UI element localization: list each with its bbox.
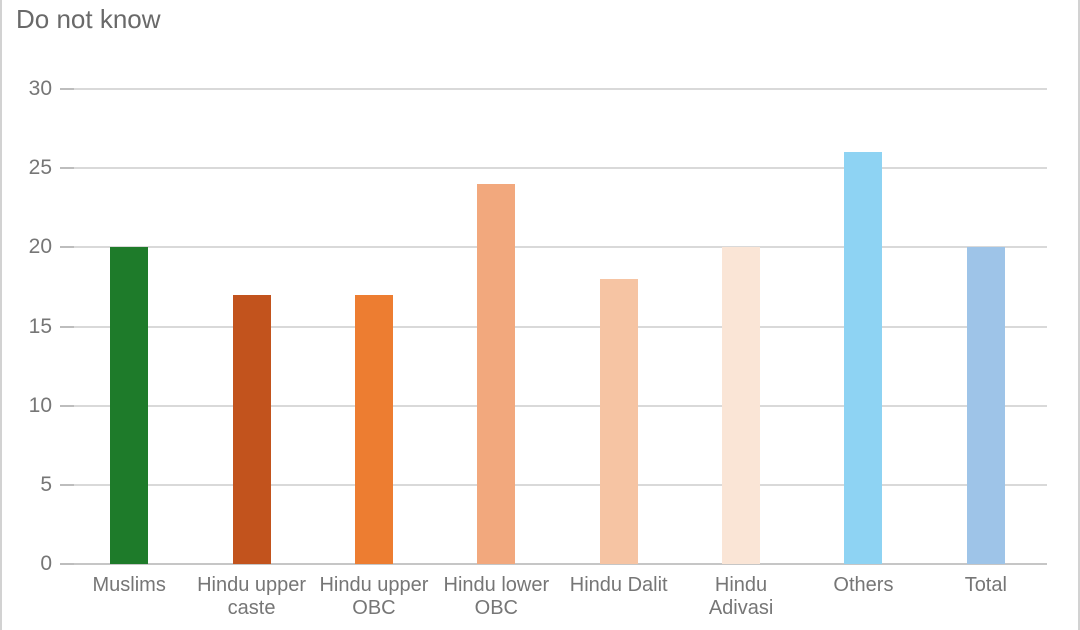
bar <box>354 294 393 564</box>
x-category-label: Hindu lower OBC <box>443 574 550 619</box>
gridline <box>68 246 1047 249</box>
bar <box>966 247 1005 564</box>
gridline <box>68 404 1047 407</box>
y-tick-label: 25 <box>28 156 52 180</box>
x-category-label: Muslims <box>92 574 166 596</box>
x-category-label: Hindu Adivasi <box>708 574 774 619</box>
y-tick-label: 15 <box>28 314 52 338</box>
gridline <box>68 88 1047 90</box>
x-axis-line <box>68 563 1047 565</box>
x-category-label: Others <box>833 574 894 596</box>
y-tick-label: 10 <box>28 393 52 417</box>
x-category-label: Hindu Dalit <box>569 574 668 596</box>
bar <box>844 152 883 564</box>
chart-title: Do not know <box>16 4 161 34</box>
bar <box>232 294 271 564</box>
bar <box>722 247 761 564</box>
y-tick-label: 5 <box>40 472 52 496</box>
bar <box>110 247 149 564</box>
y-tick-mark <box>60 325 74 328</box>
gridline <box>68 483 1047 486</box>
y-tick-label: 20 <box>28 235 52 259</box>
x-category-label: Total <box>964 574 1007 596</box>
y-tick-mark <box>60 246 74 249</box>
bar <box>599 279 638 564</box>
gridline <box>68 167 1047 170</box>
y-tick-label: 0 <box>40 552 52 575</box>
x-category-label: Hindu upper caste <box>197 574 307 619</box>
y-tick-mark <box>60 88 74 90</box>
y-tick-mark <box>60 563 74 565</box>
y-tick-label: 30 <box>28 77 52 100</box>
y-tick-mark <box>60 483 74 486</box>
gridline <box>68 325 1047 328</box>
x-category-label: Hindu upper OBC <box>319 574 429 619</box>
plot-area <box>60 88 1047 565</box>
y-tick-mark <box>60 404 74 407</box>
bar <box>477 184 516 564</box>
y-tick-mark <box>60 167 74 170</box>
